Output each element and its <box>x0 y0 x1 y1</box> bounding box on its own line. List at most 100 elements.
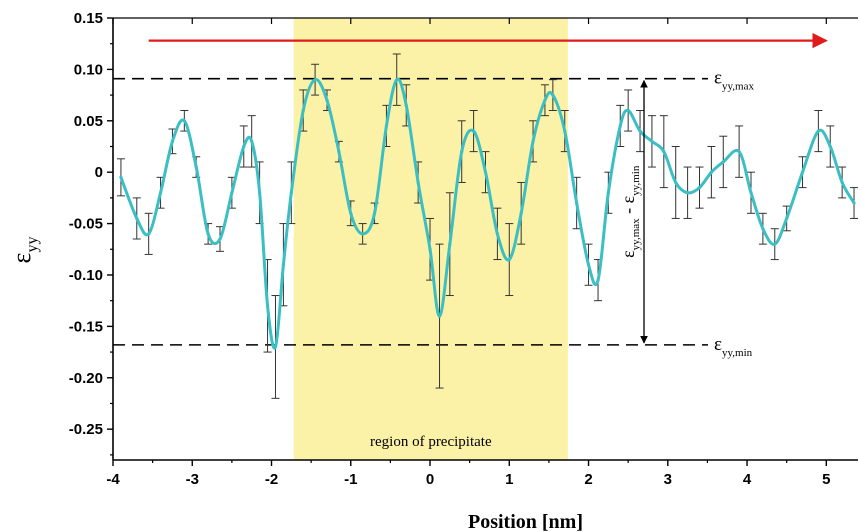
precipitate-region-layer: region of precipitate <box>293 18 568 460</box>
x-tick-label: -1 <box>344 471 357 488</box>
y-tick-label: -0.05 <box>69 216 103 233</box>
data-point <box>218 237 222 241</box>
data-point <box>626 108 630 113</box>
data-point <box>460 150 464 154</box>
y-tick-label: 0.15 <box>74 10 103 27</box>
data-point <box>301 108 305 113</box>
y-axis-title: εyy <box>7 237 41 264</box>
data-point <box>709 170 713 174</box>
data-point <box>618 124 622 128</box>
data-point <box>119 175 123 179</box>
ref-label-min: εyy,min <box>714 334 753 359</box>
data-point <box>361 232 365 236</box>
data-point <box>404 103 408 107</box>
data-point <box>519 211 523 215</box>
x-tick-label: 2 <box>584 471 592 488</box>
data-point <box>686 191 690 195</box>
y-tick-label: -0.25 <box>69 421 103 438</box>
data-point <box>483 170 488 174</box>
data-point <box>428 247 432 251</box>
data-point <box>800 170 805 174</box>
data-point <box>250 139 254 143</box>
data-point <box>697 186 702 190</box>
data-point <box>761 227 765 231</box>
data-point <box>337 150 341 154</box>
data-point <box>828 144 832 149</box>
data-point <box>563 129 567 133</box>
x-tick-label: -4 <box>106 471 120 488</box>
data-point <box>135 216 139 221</box>
data-point <box>448 242 452 246</box>
data-point <box>662 150 666 154</box>
ref-label-max-main: ε <box>714 68 722 89</box>
x-tick-label: -3 <box>186 471 199 488</box>
x-tick-label: 4 <box>743 471 752 488</box>
data-point <box>773 242 777 246</box>
data-point <box>147 232 151 236</box>
x-tick-label: 1 <box>505 471 513 488</box>
data-point <box>596 278 600 282</box>
data-point <box>206 232 210 236</box>
annotations-layer: εyy,max - εyy,min <box>148 32 828 344</box>
ref-label-min-sub: yy,min <box>722 347 753 359</box>
data-point <box>372 211 377 215</box>
data-point <box>543 98 547 102</box>
y-tick-label: -0.20 <box>69 370 103 387</box>
data-point <box>785 216 789 221</box>
data-point <box>551 93 555 97</box>
y-tick-label: -0.15 <box>69 318 103 335</box>
data-point <box>158 191 163 195</box>
x-tick-label: 3 <box>664 471 672 488</box>
range-label-part: yy,min <box>630 165 642 196</box>
data-point <box>242 144 246 149</box>
data-point <box>437 314 442 318</box>
data-point <box>749 191 753 195</box>
x-tick-label: -2 <box>265 471 278 488</box>
data-point <box>273 345 278 349</box>
data-point <box>531 139 535 143</box>
data-point <box>194 165 198 169</box>
precipitate-region <box>293 18 568 460</box>
y-tick-label: 0 <box>95 164 103 181</box>
data-point <box>575 201 579 205</box>
data-point <box>265 304 270 308</box>
data-point <box>384 124 389 128</box>
data-point <box>638 129 642 133</box>
ref-label-min-main: ε <box>714 334 722 355</box>
data-point <box>586 263 591 267</box>
y-axis-title-main: ε <box>7 252 36 263</box>
data-point <box>472 129 476 133</box>
data-point <box>650 139 654 143</box>
data-point <box>507 257 511 262</box>
data-point <box>281 263 285 267</box>
data-point <box>349 211 353 215</box>
data-point <box>495 232 499 236</box>
data-point <box>258 191 262 195</box>
data-point <box>170 139 175 143</box>
range-label: εyy,max - εyy,min <box>618 165 642 258</box>
axes-layer: -4 -3 -2 -1 0 1 2 3 4 5 0.15 0.10 0.05 0 -0.05 -0.10 -0.… <box>7 10 858 532</box>
data-point <box>313 78 317 82</box>
range-label-part: ε <box>618 195 638 203</box>
y-tick-label: -0.10 <box>69 267 103 284</box>
y-tick-label: 0.10 <box>74 61 103 78</box>
range-label-part: yy,max <box>630 218 642 250</box>
data-point <box>816 129 820 133</box>
x-axis-title: Position [nm] <box>468 511 583 532</box>
data-point <box>395 78 399 82</box>
data-point <box>674 180 678 185</box>
series-layer <box>119 77 856 350</box>
data-point <box>840 180 844 185</box>
data-point <box>737 150 741 154</box>
data-point <box>606 191 610 195</box>
ref-label-max-sub: yy,max <box>722 81 754 93</box>
region-label: region of precipitate <box>370 434 492 450</box>
data-point <box>721 160 725 164</box>
data-point <box>230 191 234 195</box>
range-label-part: - <box>618 203 638 218</box>
data-point <box>416 180 420 185</box>
y-axis-title-sub: yy <box>24 237 41 253</box>
data-point <box>325 98 329 102</box>
